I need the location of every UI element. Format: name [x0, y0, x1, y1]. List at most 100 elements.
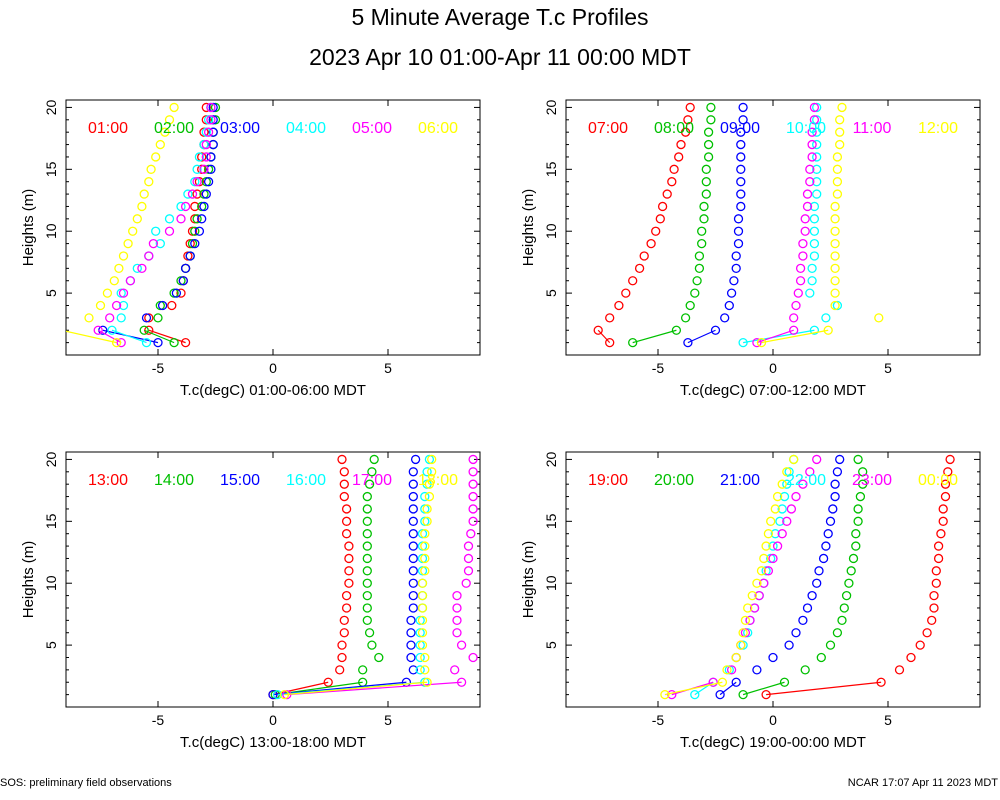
- legend-label: 10:00: [786, 120, 826, 137]
- data-point: [427, 467, 437, 477]
- data-point: [841, 590, 852, 601]
- data-point: [793, 288, 803, 298]
- data-point: [192, 214, 202, 224]
- data-point: [118, 288, 129, 298]
- data-point: [807, 590, 817, 601]
- data-point: [809, 102, 820, 113]
- data-point: [858, 479, 868, 489]
- data-point: [812, 189, 822, 199]
- x-tick-label: 5: [884, 712, 892, 728]
- data-point: [180, 201, 191, 212]
- data-point: [201, 102, 211, 113]
- data-point: [839, 603, 849, 613]
- data-point: [102, 288, 113, 298]
- data-point: [362, 603, 372, 613]
- y-tick-label: 15: [43, 161, 59, 177]
- data-point: [176, 201, 186, 212]
- data-point: [424, 479, 435, 489]
- data-point: [876, 677, 886, 687]
- data-point: [740, 615, 751, 625]
- data-point: [408, 479, 418, 489]
- data-point: [153, 337, 163, 348]
- data-point: [190, 201, 200, 212]
- data-point: [417, 590, 428, 601]
- y-axis-label: Heights (m): [520, 189, 537, 267]
- data-point: [646, 238, 656, 249]
- data-point: [738, 337, 748, 348]
- series-line: [694, 681, 714, 696]
- data-point: [408, 566, 418, 576]
- data-point: [420, 491, 430, 502]
- data-point: [341, 504, 352, 514]
- x-axis-label: T.c(degC) 13:00-18:00 MDT: [180, 734, 366, 751]
- data-point: [738, 628, 748, 638]
- data-point: [731, 263, 741, 273]
- data-point: [943, 467, 953, 477]
- data-point: [468, 516, 478, 526]
- data-point: [848, 553, 859, 564]
- plot-data: [593, 102, 884, 348]
- data-point: [667, 689, 677, 700]
- data-point: [417, 578, 428, 588]
- data-point: [367, 467, 377, 477]
- data-point: [766, 516, 776, 526]
- data-point: [927, 615, 937, 625]
- data-point: [940, 479, 951, 489]
- data-point: [408, 603, 418, 613]
- data-point: [109, 276, 119, 286]
- data-point: [938, 504, 948, 514]
- data-point: [779, 677, 790, 687]
- data-point: [358, 665, 368, 675]
- data-point: [169, 102, 179, 113]
- data-point: [832, 467, 843, 477]
- data-point: [733, 214, 744, 224]
- data-point: [743, 603, 753, 613]
- data-point: [208, 127, 218, 137]
- x-tick-label: -5: [152, 360, 165, 376]
- y-tick-label: 10: [43, 223, 59, 239]
- data-point: [752, 665, 762, 675]
- data-point: [628, 337, 638, 348]
- y-axis-label: Heights (m): [20, 541, 37, 619]
- data-point: [408, 541, 418, 551]
- data-point: [782, 479, 792, 489]
- series-line: [687, 329, 716, 344]
- data-point: [690, 288, 700, 298]
- plot-frame: [65, 451, 481, 708]
- data-point: [151, 226, 161, 236]
- data-point: [185, 251, 195, 261]
- plot-frame: [565, 99, 981, 356]
- data-point: [800, 665, 810, 675]
- data-point: [144, 251, 154, 261]
- data-point: [738, 115, 748, 125]
- data-point: [772, 491, 783, 502]
- data-point: [733, 226, 744, 236]
- data-point: [830, 288, 840, 298]
- data-point: [114, 263, 124, 273]
- data-point: [726, 665, 737, 675]
- data-point: [408, 590, 418, 601]
- data-point: [201, 139, 211, 150]
- data-point: [337, 652, 347, 663]
- data-point: [807, 127, 817, 137]
- data-point: [362, 566, 372, 576]
- data-point: [789, 454, 799, 465]
- data-point: [768, 553, 778, 564]
- data-point: [364, 628, 375, 638]
- data-point: [362, 516, 372, 526]
- data-point: [461, 578, 471, 588]
- data-point: [153, 313, 163, 323]
- data-point: [715, 689, 725, 700]
- data-point: [855, 491, 866, 502]
- data-point: [823, 325, 833, 335]
- data-point: [614, 300, 624, 311]
- data-point: [362, 578, 372, 588]
- data-point: [362, 590, 372, 601]
- data-point: [805, 177, 815, 187]
- data-point: [178, 276, 188, 286]
- data-point: [339, 467, 349, 477]
- data-point: [752, 578, 762, 588]
- data-point: [151, 152, 161, 162]
- data-point: [339, 491, 349, 502]
- data-point: [906, 652, 916, 663]
